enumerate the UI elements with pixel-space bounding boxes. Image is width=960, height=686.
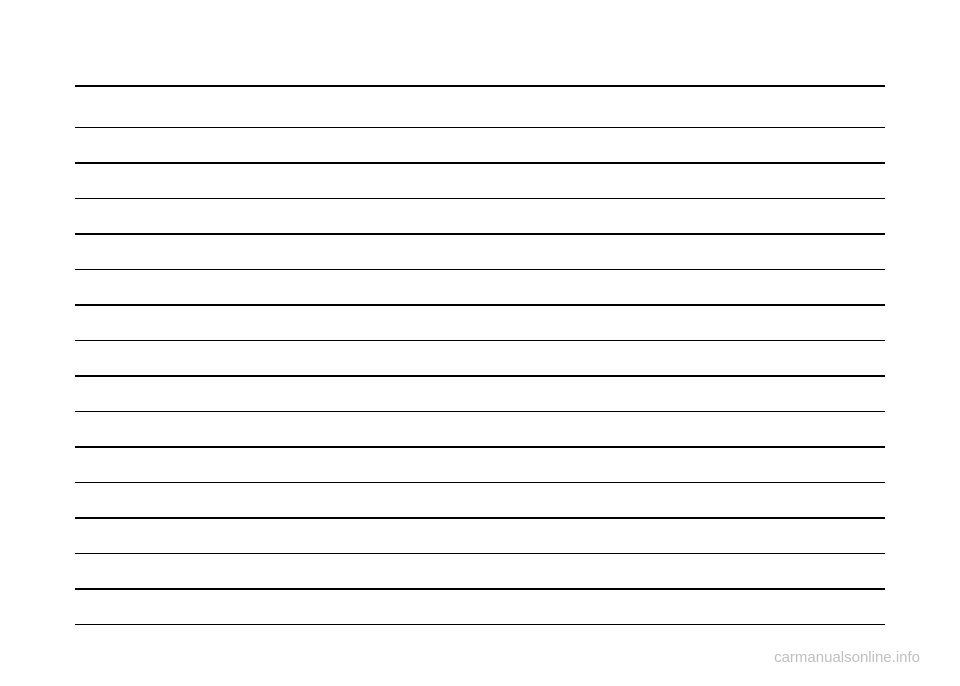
rule-line [75,269,885,271]
rule-line [75,340,885,342]
watermark-text: carmanualsonline.info [774,649,920,666]
rule-line [75,162,885,164]
rule-line [75,411,885,413]
rule-line [75,588,885,590]
rule-line [75,233,885,235]
notes-page: carmanualsonline.info [0,0,960,686]
ruled-lines-container [75,85,885,625]
rule-line [75,127,885,129]
rule-line [75,517,885,519]
rule-line [75,446,885,448]
rule-line [75,553,885,555]
rule-line [75,375,885,377]
rule-line [75,85,885,87]
rule-line [75,304,885,306]
rule-line [75,482,885,484]
rule-line [75,198,885,200]
rule-line [75,624,885,626]
